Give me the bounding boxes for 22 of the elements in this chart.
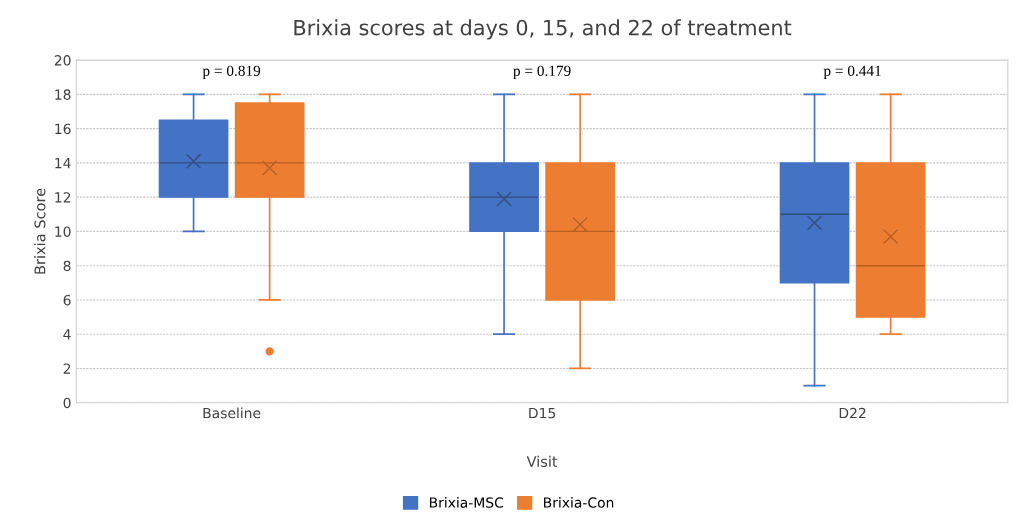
y-tick-label: 4 — [63, 329, 71, 340]
x-axis-title: Visit — [526, 455, 558, 468]
y-tick-label: 2 — [63, 363, 71, 374]
y-tick-label: 14 — [55, 158, 71, 169]
x-tick-label: D15 — [529, 408, 556, 419]
y-tick-label: 18 — [55, 89, 71, 100]
y-tick-label: 12 — [55, 192, 71, 203]
x-tick-label: Baseline — [203, 407, 261, 419]
y-tick-label: 10 — [55, 226, 71, 237]
y-tick-label: 16 — [55, 123, 71, 135]
annotation: p = 0.179 — [513, 65, 571, 80]
y-axis-title: Brixia Score — [34, 188, 46, 274]
chart-title: Brixia scores at days 0, 15, and 22 of treatment — [294, 19, 792, 40]
y-tick-label: 6 — [63, 294, 71, 306]
legend-label: Brixia-Con — [544, 497, 614, 508]
y-tick-label: 20 — [54, 55, 71, 66]
x-tick-label: D22 — [839, 407, 866, 419]
y-tick-label: 0 — [63, 397, 71, 409]
annotation: p = 0.819 — [202, 65, 261, 80]
y-tick-label: 8 — [63, 260, 71, 272]
annotation: p = 0.441 — [823, 65, 881, 80]
legend-label: Brixia-MSC — [429, 497, 504, 508]
